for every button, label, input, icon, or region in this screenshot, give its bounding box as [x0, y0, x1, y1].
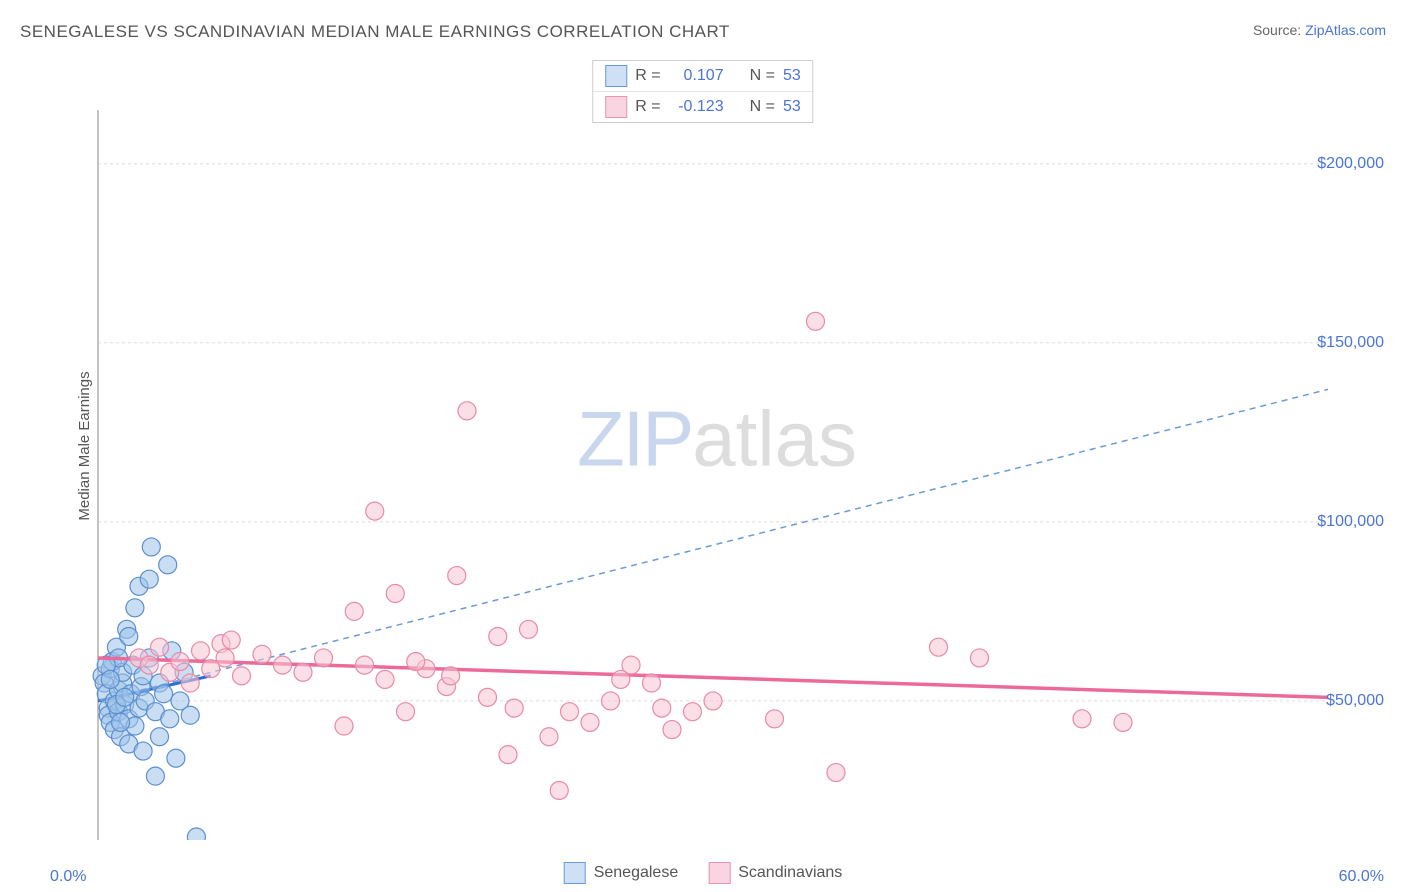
swatch-icon [708, 862, 730, 884]
n-value: 53 [783, 67, 801, 85]
y-tick-label: $200,000 [1317, 155, 1384, 173]
legend-label: Senegalese [594, 864, 679, 882]
x-axis-max-label: 60.0% [1339, 868, 1384, 886]
legend-item-scandinavians: Scandinavians [708, 862, 842, 884]
r-label: R = [635, 98, 660, 116]
chart-title: SENEGALESE VS SCANDINAVIAN MEDIAN MALE E… [20, 22, 730, 42]
source-attribution: Source: ZipAtlas.com [1253, 22, 1386, 38]
y-tick-label: $100,000 [1317, 513, 1384, 531]
swatch-icon [605, 65, 627, 87]
scatter-chart [48, 55, 1386, 840]
n-label: N = [750, 67, 775, 85]
y-tick-label: $50,000 [1326, 692, 1384, 710]
series-legend: Senegalese Scandinavians [564, 862, 843, 884]
n-label: N = [750, 98, 775, 116]
r-value: -0.123 [669, 98, 724, 116]
swatch-icon [564, 862, 586, 884]
source-link[interactable]: ZipAtlas.com [1305, 22, 1386, 38]
n-value: 53 [783, 98, 801, 116]
legend-row-senegalese: R = 0.107 N = 53 [593, 61, 812, 91]
x-axis-min-label: 0.0% [50, 868, 86, 886]
y-tick-label: $150,000 [1317, 334, 1384, 352]
swatch-icon [605, 96, 627, 118]
r-value: 0.107 [669, 67, 724, 85]
legend-row-scandinavians: R = -0.123 N = 53 [593, 91, 812, 122]
correlation-legend: R = 0.107 N = 53 R = -0.123 N = 53 [592, 60, 813, 123]
legend-item-senegalese: Senegalese [564, 862, 679, 884]
legend-label: Scandinavians [738, 864, 842, 882]
r-label: R = [635, 67, 660, 85]
chart-area: ZIPatlas [48, 55, 1386, 840]
source-label: Source: [1253, 22, 1305, 38]
